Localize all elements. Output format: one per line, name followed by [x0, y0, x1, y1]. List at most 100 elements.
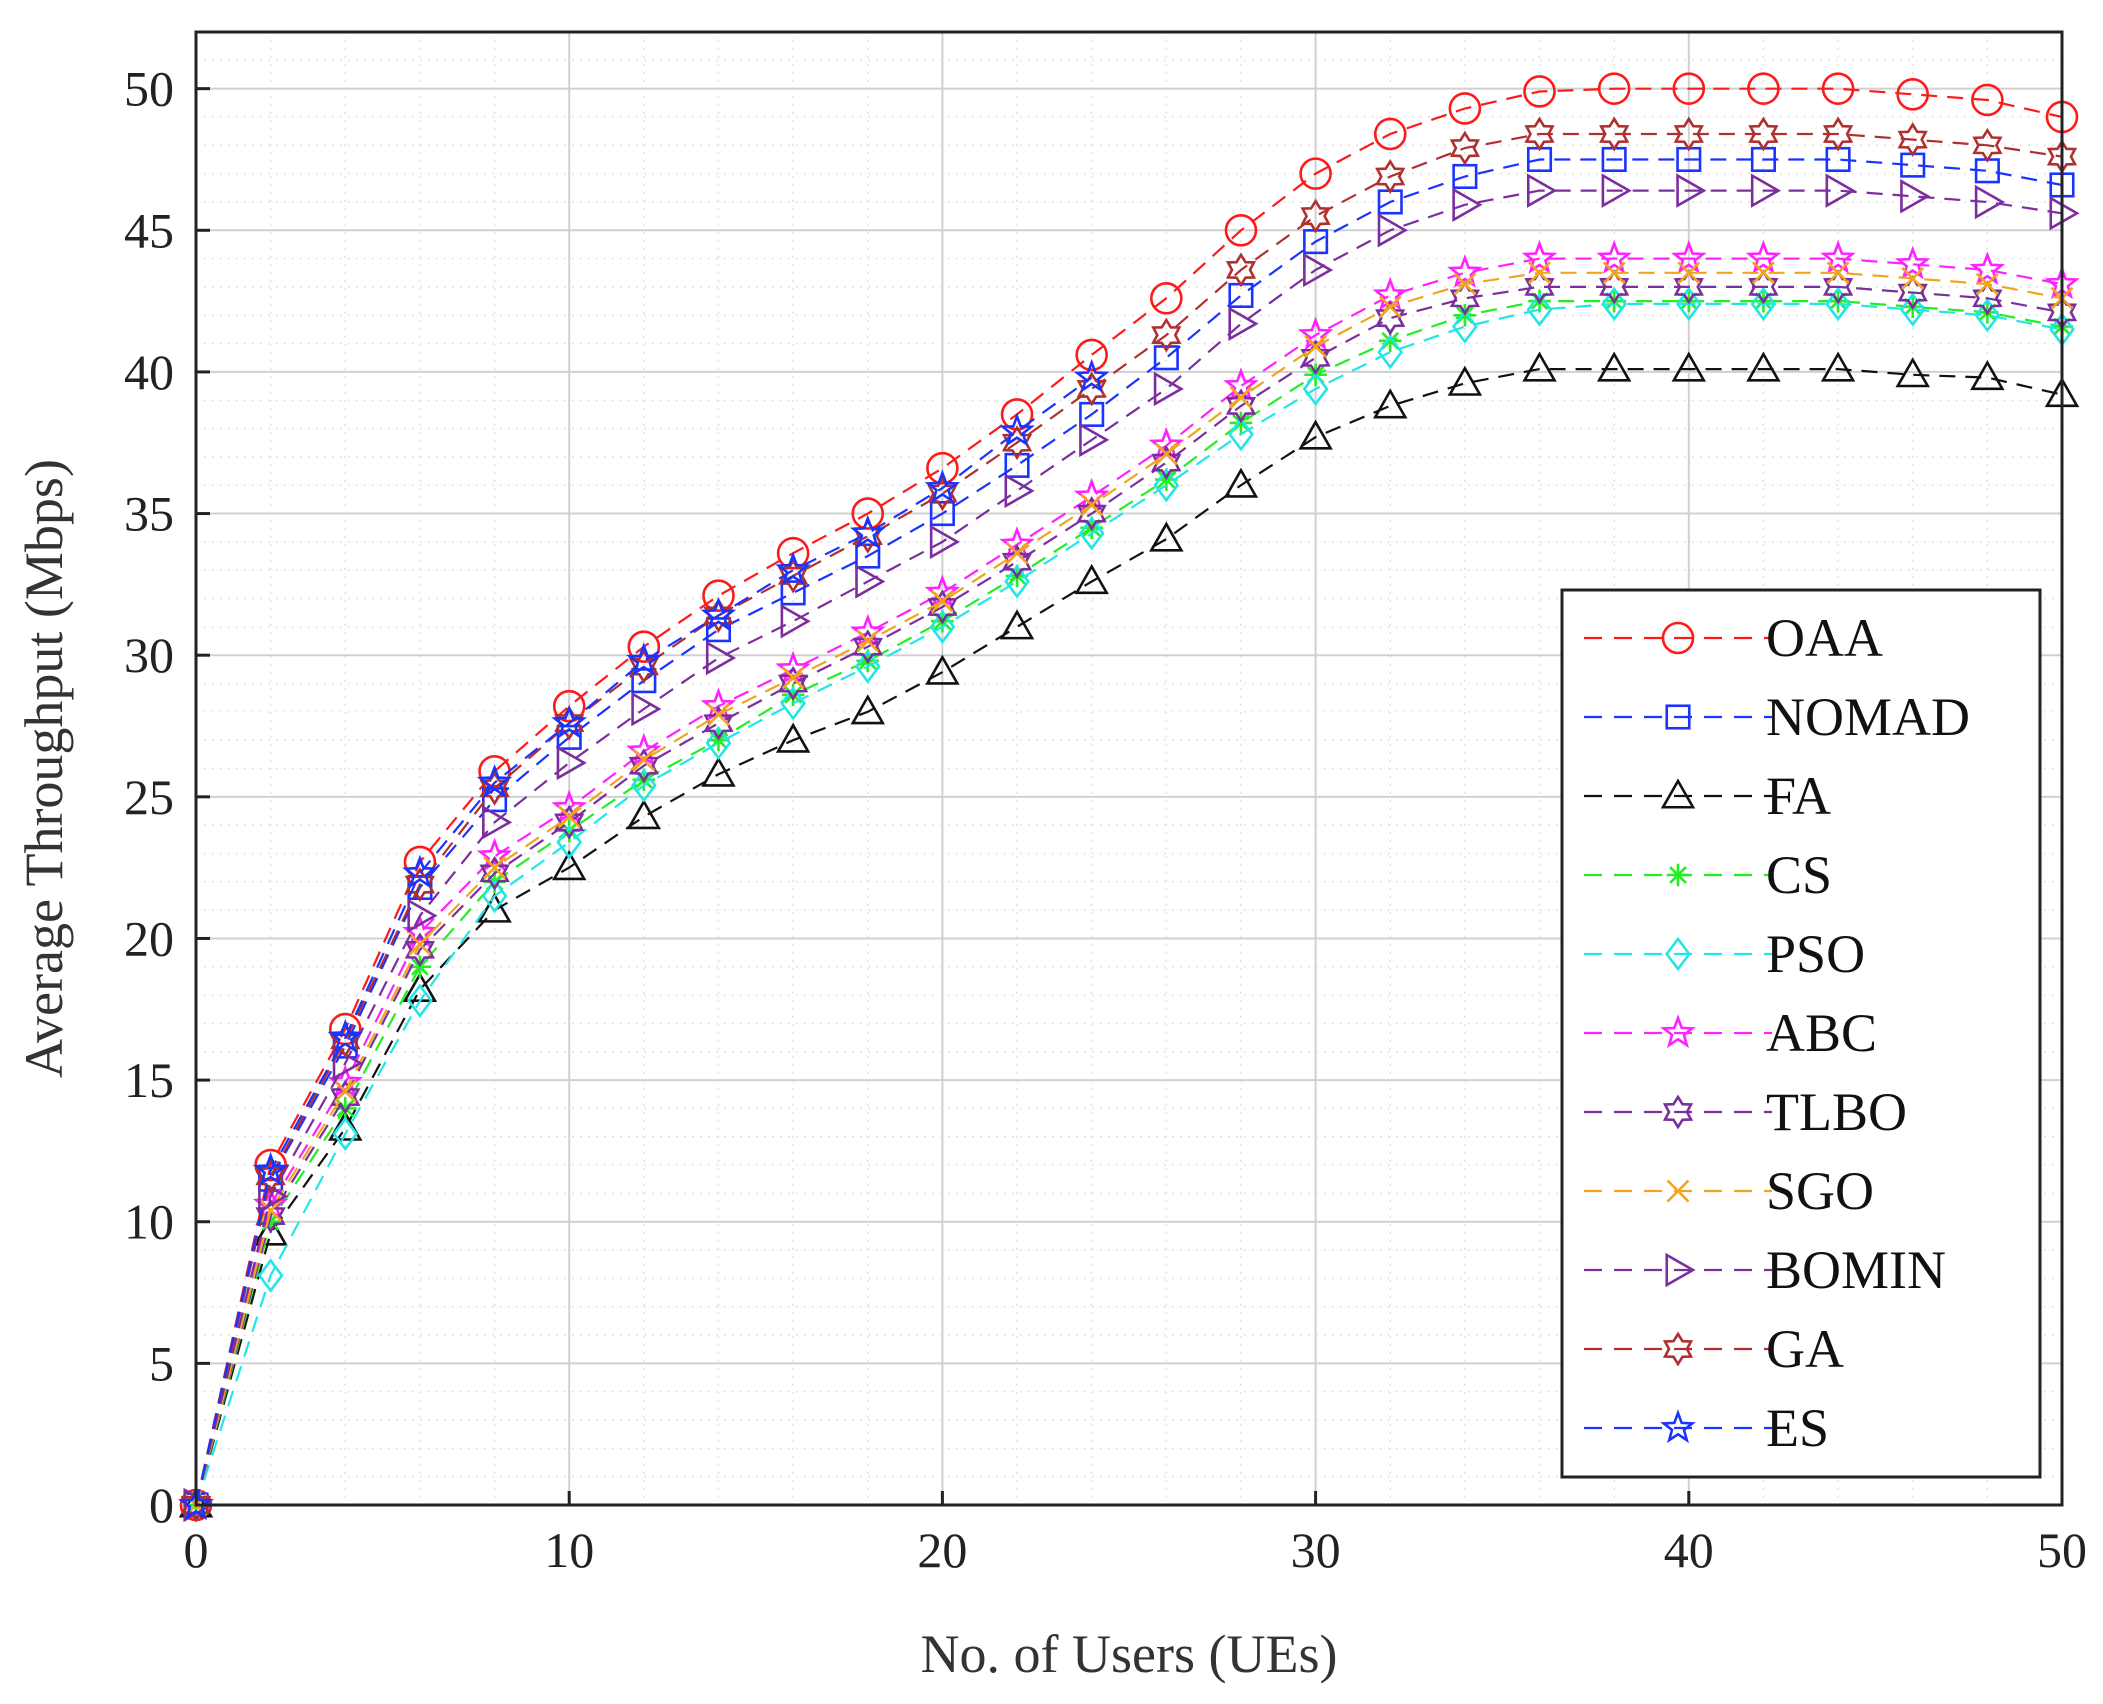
data-point-sgo [1378, 295, 1402, 319]
data-point-oaa [552, 689, 586, 723]
data-point-oaa [776, 536, 810, 570]
data-point-es [1073, 358, 1110, 393]
legend-marker-sgo [1666, 1179, 1690, 1203]
legend: OAA NOMAD FA CS PSO ABC TLBO SGO BOMIN GA ES [1560, 588, 2042, 1479]
legend-marker-abc [1660, 1014, 1696, 1049]
data-point-abc [551, 789, 588, 824]
data-point-ga [404, 867, 436, 903]
data-point-bomin [1303, 252, 1334, 288]
data-point-tlbo [852, 629, 883, 665]
data-point-sgo [1602, 261, 1626, 285]
data-point-fa [253, 1215, 288, 1246]
data-point-nomad [780, 580, 806, 606]
legend-item-oaa: OAA [1584, 608, 1883, 668]
data-point-oaa [1896, 78, 1930, 111]
data-point-oaa [1523, 75, 1556, 108]
data-point-pso [556, 824, 583, 860]
y-tick-label: 25 [124, 769, 174, 825]
data-point-es [551, 704, 588, 739]
data-point-pso [481, 878, 508, 914]
data-point-bomin [1601, 173, 1632, 208]
data-point-ga [927, 476, 958, 512]
data-point-fa [775, 722, 811, 753]
y-tick-label: 10 [124, 1194, 174, 1250]
data-point-bomin [1676, 173, 1707, 208]
data-point-sgo [408, 932, 432, 956]
y-tick-label: 35 [124, 486, 174, 542]
data-point-tlbo [330, 1079, 361, 1115]
data-point-pso [1153, 468, 1180, 503]
data-point-bomin [855, 564, 886, 599]
data-point-ga [1599, 116, 1630, 152]
data-point-pso [1302, 371, 1329, 407]
data-point-abc [999, 525, 1035, 560]
legend-label: PSO [1766, 924, 1865, 984]
data-point-ga [1524, 116, 1555, 152]
series-line-cs [194, 300, 2063, 1506]
data-point-cs [557, 819, 581, 843]
data-point-nomad [631, 668, 657, 694]
data-point-tlbo [1972, 280, 2003, 316]
data-point-fa [1149, 521, 1184, 552]
data-point-sgo [1005, 541, 1029, 565]
data-point-nomad [705, 617, 732, 643]
legend-item-nomad: NOMAD [1584, 687, 1970, 747]
data-point-ga [255, 1158, 286, 1194]
data-point-abc [700, 687, 737, 722]
data-point-fa [328, 1110, 363, 1141]
legend-marker-es [1660, 1409, 1696, 1444]
data-point-fa [1298, 419, 1333, 450]
data-point-pso [407, 983, 433, 1018]
data-point-fa [1671, 351, 1707, 382]
data-point-pso [1228, 417, 1254, 452]
data-point-bomin [2049, 196, 2080, 231]
data-point-ga [1375, 159, 1406, 194]
data-point-oaa [627, 630, 661, 663]
data-point-pso [705, 725, 732, 761]
legend-label: CS [1766, 845, 1832, 905]
legend-label: BOMIN [1766, 1240, 1946, 1300]
data-point-es [476, 763, 513, 798]
data-point-abc [775, 650, 811, 685]
x-tick-label: 10 [544, 1522, 594, 1578]
data-point-sgo [632, 748, 656, 772]
data-point-bomin [631, 691, 662, 727]
series-pso [183, 286, 2075, 1523]
data-point-ga [1076, 371, 1107, 407]
legend-marker-nomad [1665, 704, 1691, 730]
data-point-bomin [1228, 306, 1259, 342]
data-point-fa [925, 654, 960, 685]
tick-labels: 0 10 20 30 40 50 0 5 10 15 20 25 30 35 40 45 50 [124, 61, 2087, 1578]
data-point-tlbo [1673, 269, 1704, 305]
x-tick-label: 40 [1664, 1522, 1714, 1578]
data-point-fa [1447, 365, 1483, 396]
data-point-bomin [929, 524, 961, 560]
series-line-abc [194, 257, 2063, 1506]
y-tick-label: 20 [124, 910, 174, 966]
legend-box [1560, 588, 2042, 1479]
data-point-pso [257, 1258, 284, 1293]
data-point-bomin [1900, 179, 1931, 214]
data-point-sgo [1677, 261, 1701, 285]
data-point-fa [1223, 467, 1259, 498]
legend-marker-oaa [1661, 621, 1695, 655]
data-point-tlbo [927, 589, 958, 625]
data-point-sgo [1826, 261, 1850, 285]
data-point-bomin [1825, 173, 1856, 208]
series-bomin [183, 173, 2080, 1523]
data-point-tlbo [703, 705, 734, 741]
series-layer [178, 72, 2080, 1523]
data-point-ga [1748, 116, 1779, 152]
data-point-abc [849, 613, 886, 648]
data-point-bomin [407, 898, 438, 934]
data-point-abc [1894, 245, 1931, 280]
data-point-oaa [1747, 72, 1780, 105]
data-point-oaa [851, 497, 885, 530]
data-point-oaa [1971, 83, 2004, 117]
data-point-es [700, 596, 737, 631]
data-point-nomad [1004, 452, 1030, 478]
data-point-fa [1372, 388, 1408, 419]
data-point-fa [850, 694, 886, 725]
data-point-fa [1746, 351, 1781, 382]
data-point-pso [1004, 564, 1030, 599]
